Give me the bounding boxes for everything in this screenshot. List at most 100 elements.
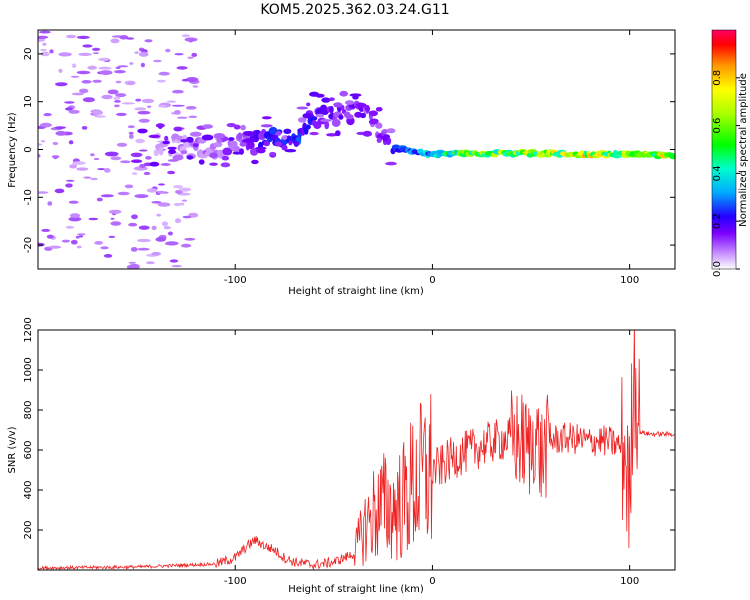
noise-speckle [94, 115, 106, 118]
noise-speckle [174, 53, 184, 56]
scatter-blob [186, 136, 194, 143]
noise-speckle [127, 125, 135, 129]
noise-speckle [129, 62, 134, 65]
noise-speckle [151, 225, 157, 231]
y-tick-label: 200 [23, 520, 34, 539]
noise-speckle [64, 101, 75, 104]
noise-speckle [116, 142, 128, 147]
noise-speckle [138, 51, 149, 57]
scatter-blob [192, 143, 199, 148]
scatter-blob [149, 161, 160, 167]
scatter-blob [167, 146, 177, 150]
noise-speckle [98, 66, 112, 70]
noise-speckle [155, 237, 166, 242]
ridge-blob [324, 120, 330, 130]
scatter-blob [260, 124, 273, 128]
noise-speckle [114, 104, 120, 108]
noise-speckle [65, 179, 75, 182]
scatter-blob [164, 135, 169, 142]
noise-speckle [49, 49, 54, 54]
noise-speckle [103, 254, 113, 258]
noise-speckle [110, 217, 115, 220]
scatter-blob [352, 95, 359, 100]
y-tick-label: -20 [23, 237, 34, 253]
y-tick-label: 1200 [23, 317, 34, 342]
figure-title: KOM5.2025.362.03.24.G11 [260, 2, 450, 18]
noise-speckle [41, 228, 51, 232]
scatter-blob [274, 141, 283, 147]
ridge-blob [360, 112, 366, 119]
noise-speckle [107, 89, 119, 95]
noise-speckle [38, 35, 49, 39]
spectrogram-y-axis: -20 -10 0 10 20 [23, 48, 675, 253]
noise-speckle [120, 160, 131, 164]
noise-speckle [104, 168, 111, 173]
noise-speckle [137, 110, 151, 115]
scatter-blob [180, 139, 188, 143]
scatter-blob [306, 102, 311, 107]
scatter-blob [269, 151, 277, 156]
noise-speckle [58, 68, 63, 73]
scatter-blob [345, 114, 354, 120]
scatter-blob [145, 156, 152, 160]
noise-speckle [94, 157, 100, 161]
noise-speckle [78, 235, 84, 238]
noise-speckle [141, 98, 155, 104]
noise-speckle [117, 65, 129, 68]
scatter-blob [209, 152, 218, 159]
noise-speckle [188, 38, 194, 43]
y-tick-label: 10 [23, 95, 34, 108]
noise-speckle [185, 106, 197, 110]
noise-speckle [81, 126, 88, 130]
colorbar-tick-label: 0.4 [712, 165, 723, 181]
noise-speckle [55, 131, 67, 136]
noise-speckle [71, 63, 77, 68]
ridge-blob [331, 118, 341, 127]
noise-speckle [61, 239, 70, 243]
noise-speckle [48, 245, 62, 249]
ridge-blob [222, 147, 233, 156]
noise-speckle [68, 140, 74, 145]
noise-speckle [82, 97, 95, 103]
scatter-blob [162, 140, 170, 145]
noise-speckle [121, 102, 135, 105]
colorbar-tick-label: 0.0 [712, 261, 723, 277]
noise-speckle [108, 209, 122, 214]
noise-speckle [38, 153, 41, 158]
ridge-blob [268, 126, 278, 135]
noise-speckle [100, 246, 109, 250]
scatter-blob [315, 113, 325, 118]
scatter-blob [198, 159, 205, 165]
ridge-blob [213, 142, 223, 148]
y-tick-label: 1000 [23, 357, 34, 382]
noise-speckle [134, 51, 139, 54]
snr-x-axis-label: Height of straight line (km) [288, 584, 424, 595]
noise-speckle [138, 118, 150, 123]
noise-speckle [68, 216, 82, 222]
noise-speckle [76, 70, 91, 75]
noise-speckle [92, 110, 104, 115]
noise-speckle [72, 161, 86, 165]
y-tick-label: 600 [23, 440, 34, 459]
noise-speckle [171, 104, 185, 107]
scatter-blob [385, 161, 397, 166]
scatter-blob [281, 135, 288, 141]
noise-speckle [139, 149, 148, 152]
noise-speckle [66, 34, 77, 39]
scatter-blob [386, 128, 396, 134]
scatter-blob [376, 137, 382, 143]
noise-speckle [108, 235, 116, 238]
noise-speckle [88, 217, 99, 221]
y-tick-label: 0 [23, 146, 34, 152]
noise-speckle [100, 194, 114, 198]
noise-speckle [173, 110, 181, 115]
snr-y-axis-label: SNR (v/v) [7, 426, 18, 473]
noise-speckle [90, 177, 98, 181]
noise-speckle [83, 176, 92, 179]
noise-speckle [151, 251, 162, 256]
scatter-blob [309, 131, 319, 136]
ridge-blob [338, 114, 344, 120]
scatter-blob [297, 117, 307, 123]
noise-speckle [110, 38, 120, 44]
